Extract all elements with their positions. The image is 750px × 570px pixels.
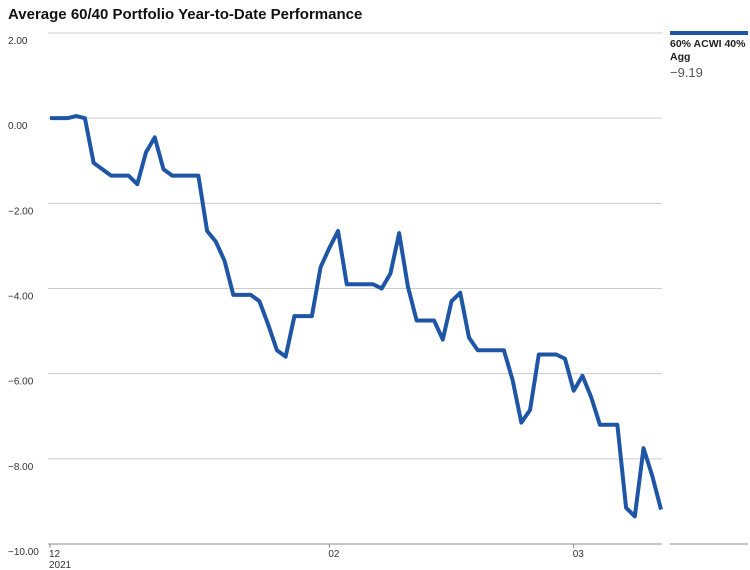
- y-tick-label: −8.00: [8, 462, 34, 473]
- legend-label: 60% ACWI 40% Agg: [670, 38, 746, 63]
- legend: 60% ACWI 40% Agg −9.19: [670, 38, 748, 80]
- x-tick-label: 12: [49, 549, 61, 560]
- y-tick-label: −10.00: [8, 547, 39, 558]
- chart-title: Average 60/40 Portfolio Year-to-Date Per…: [8, 6, 362, 23]
- last-value-label: −9.19: [670, 65, 703, 80]
- x-tick-label: 03: [573, 549, 585, 560]
- y-tick-label: −2.00: [8, 206, 34, 217]
- x-year-label: 2021: [49, 560, 72, 570]
- y-tick-label: 0.00: [8, 121, 28, 132]
- x-tick-label: 02: [328, 549, 340, 560]
- y-tick-label: 2.00: [8, 36, 28, 47]
- series-line: [50, 114, 663, 519]
- y-tick-label: −6.00: [8, 377, 34, 388]
- y-tick-label: −4.00: [8, 292, 34, 303]
- legend-swatch: [670, 31, 748, 35]
